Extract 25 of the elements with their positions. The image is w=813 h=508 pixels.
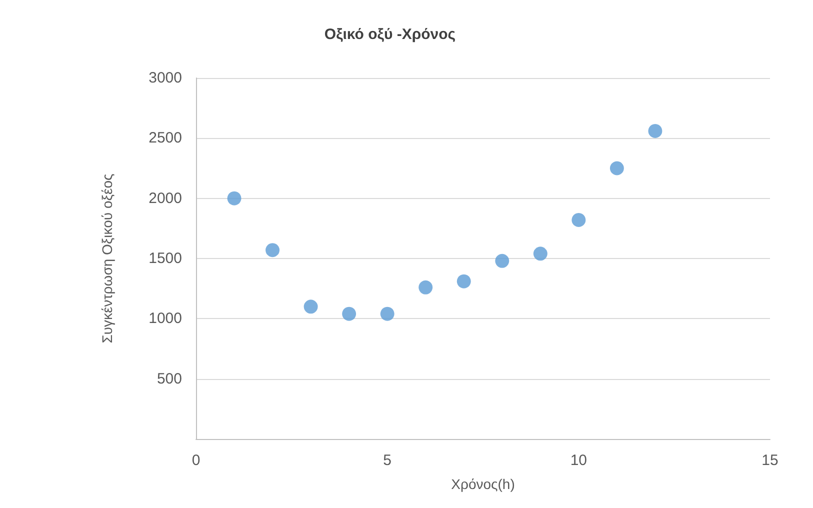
- x-tick-label: 10: [570, 452, 588, 469]
- x-tick-label: 15: [762, 452, 778, 469]
- y-axis-title: Συγκέντρωση Οξικού οξέος: [99, 173, 115, 344]
- x-axis-title: Χρόνος(h): [451, 476, 515, 492]
- y-tick-label: 3000: [148, 70, 182, 86]
- point: [456, 274, 471, 288]
- chart-title: Οξικό οξύ -Χρόνος: [324, 26, 456, 43]
- point: [342, 306, 356, 321]
- y-tick-label: 2000: [148, 190, 182, 207]
- point: [533, 246, 548, 261]
- point: [610, 161, 624, 176]
- point: [227, 191, 242, 206]
- y-tick-label: 500: [156, 370, 182, 388]
- point: [418, 280, 433, 294]
- point: [266, 243, 280, 258]
- x-tick-label: 5: [383, 452, 392, 469]
- point: [648, 124, 662, 138]
- x-tick-label: 0: [192, 452, 200, 469]
- point: [572, 212, 586, 227]
- point: [495, 254, 510, 268]
- y-tick-label: 1000: [148, 310, 182, 328]
- y-tick-label: 2500: [148, 130, 182, 147]
- point: [380, 306, 394, 321]
- y-tick-label: 1500: [148, 250, 182, 267]
- point: [304, 300, 318, 314]
